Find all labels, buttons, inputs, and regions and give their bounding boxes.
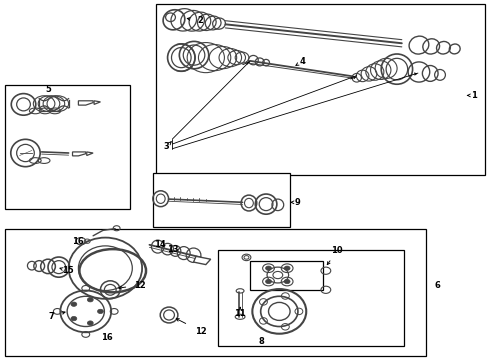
Polygon shape: [194, 256, 211, 265]
Bar: [153, 173, 290, 227]
Text: 13: 13: [167, 245, 178, 254]
Text: 16: 16: [72, 238, 83, 246]
Text: 7: 7: [49, 311, 54, 320]
Ellipse shape: [284, 266, 290, 270]
Polygon shape: [87, 152, 93, 156]
Text: 10: 10: [331, 246, 343, 256]
Text: 15: 15: [62, 266, 74, 275]
Polygon shape: [73, 152, 86, 156]
Bar: [5, 85, 130, 209]
Text: 8: 8: [259, 337, 265, 346]
Bar: [250, 261, 323, 290]
Text: 6: 6: [435, 281, 441, 289]
Polygon shape: [94, 101, 100, 104]
Text: 9: 9: [295, 198, 301, 207]
Ellipse shape: [71, 302, 77, 306]
Ellipse shape: [266, 266, 271, 270]
Text: 11: 11: [234, 309, 246, 318]
Polygon shape: [78, 101, 93, 105]
Ellipse shape: [87, 298, 93, 302]
Text: 12: 12: [134, 281, 146, 289]
Bar: [218, 250, 404, 346]
Text: 5: 5: [45, 85, 51, 94]
Bar: [5, 229, 426, 356]
Text: 4: 4: [300, 57, 306, 66]
Text: 16: 16: [101, 333, 113, 342]
Ellipse shape: [87, 321, 93, 325]
Ellipse shape: [266, 279, 271, 284]
Bar: [156, 4, 485, 175]
Text: 12: 12: [195, 327, 207, 336]
Ellipse shape: [98, 309, 103, 314]
Text: 3: 3: [164, 142, 170, 151]
Ellipse shape: [284, 279, 290, 284]
Text: 1: 1: [471, 91, 477, 100]
Text: 2: 2: [197, 16, 203, 25]
Ellipse shape: [71, 316, 77, 321]
Text: 14: 14: [154, 240, 166, 248]
